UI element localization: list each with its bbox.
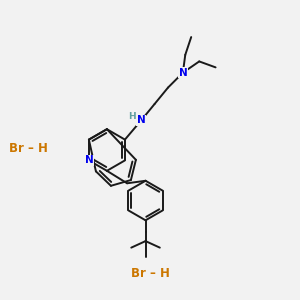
Text: N: N (137, 115, 146, 125)
Text: Br – H: Br – H (9, 142, 48, 155)
Text: Br – H: Br – H (130, 267, 170, 280)
Text: N: N (178, 68, 187, 78)
Text: N: N (85, 155, 93, 165)
Text: H: H (128, 112, 136, 121)
